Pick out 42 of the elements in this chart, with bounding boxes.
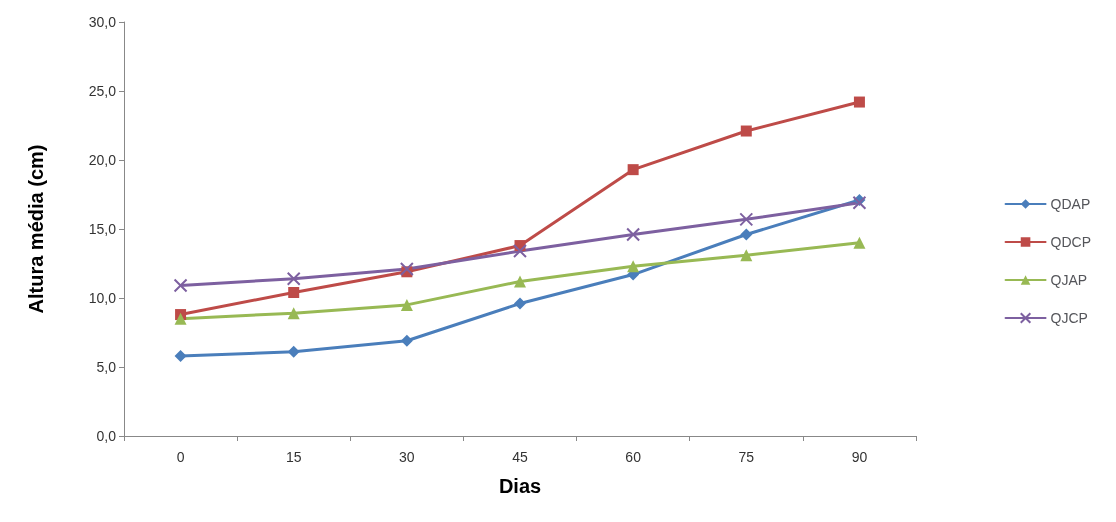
point: [287, 307, 300, 320]
point: [287, 345, 300, 358]
y-tick-label: 30,0: [88, 14, 117, 30]
point: [853, 96, 865, 108]
point: [399, 262, 414, 277]
point: [400, 298, 413, 311]
point: [739, 212, 754, 227]
point: [513, 244, 527, 259]
x-tick-label: 75: [738, 449, 755, 465]
point: [288, 286, 300, 298]
point: [740, 228, 753, 241]
x-axis-title: Dias: [498, 475, 542, 497]
y-tick-label: 0,0: [96, 428, 117, 444]
point: [514, 275, 526, 288]
y-tick-label: 20,0: [88, 152, 117, 168]
point: [286, 271, 301, 286]
y-axis-title: Altura média (cm): [25, 144, 47, 314]
y-tick-label: 10,0: [88, 290, 117, 306]
x-tick-label: 30: [399, 449, 415, 465]
x-tick-label: 60: [625, 449, 642, 465]
x-tick-label: 0: [176, 449, 185, 465]
point: [514, 297, 526, 310]
point: [174, 349, 187, 362]
point: [400, 334, 413, 347]
legend-label: QJCP: [1050, 310, 1088, 326]
point: [853, 236, 866, 249]
y-tick-label: 25,0: [88, 83, 117, 99]
x-tick-label: 90: [851, 449, 868, 465]
point: [740, 125, 752, 137]
point: [627, 164, 639, 176]
x-tick-label: 15: [285, 449, 302, 465]
point: [627, 260, 640, 273]
point: [174, 312, 187, 325]
y-tick-label: 15,0: [88, 221, 117, 237]
point: [626, 227, 641, 242]
point: [740, 249, 753, 262]
point: [173, 278, 188, 293]
legend-label: QDAP: [1050, 196, 1091, 212]
legend-label: QDCP: [1050, 234, 1091, 250]
legend-label: QJAP: [1050, 272, 1088, 288]
y-tick-label: 5,0: [96, 359, 117, 375]
x-tick-label: 45: [512, 449, 528, 465]
